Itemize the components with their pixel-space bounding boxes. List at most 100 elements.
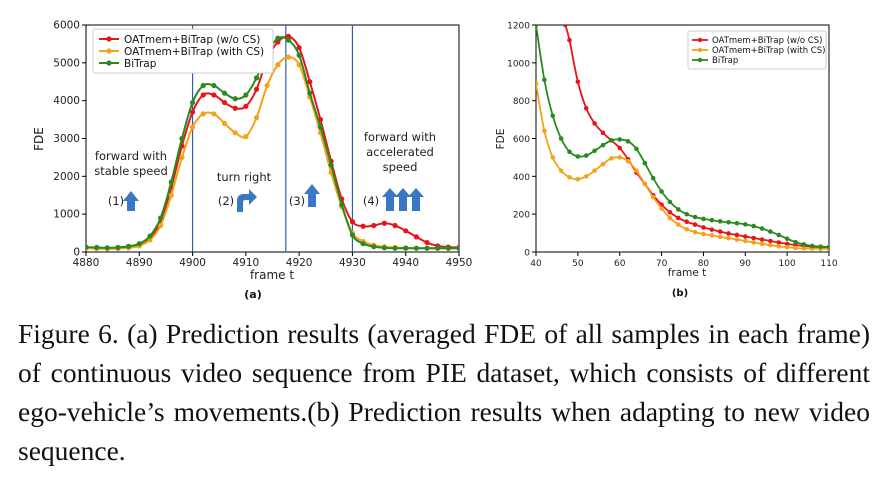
data-point (371, 244, 377, 250)
x-tick-label: 60 (614, 259, 626, 269)
data-point (826, 244, 829, 250)
data-point (726, 220, 731, 225)
data-point (392, 222, 398, 229)
data-point (86, 244, 89, 250)
x-tick-label: 100 (779, 259, 796, 269)
data-point (189, 99, 196, 106)
annotations-a: forward with stable speed (1) turn right … (94, 130, 436, 212)
y-tick-label: 600 (513, 135, 530, 145)
series-2 (536, 25, 829, 250)
data-point (709, 227, 715, 232)
x-tick-label: 4940 (392, 257, 419, 269)
data-point (381, 220, 387, 226)
panel-label-b: (b) (672, 288, 688, 299)
data-point (200, 92, 206, 98)
y-tick-label: 1200 (507, 22, 530, 32)
data-point (232, 130, 238, 136)
x-tick-label: 4890 (126, 257, 153, 269)
data-point (650, 175, 656, 181)
data-point (734, 232, 740, 238)
data-point (296, 62, 302, 68)
data-point (317, 124, 324, 130)
x-tick-label: 4920 (286, 257, 313, 269)
data-point (296, 52, 302, 58)
x-axis-label-a: frame t (250, 268, 294, 282)
data-point (563, 25, 568, 28)
legend-marker-a-1 (106, 48, 112, 54)
data-point (609, 138, 614, 143)
data-point (168, 179, 174, 185)
data-point (275, 35, 281, 41)
data-point (801, 242, 807, 247)
annotation-3-number: (3) (289, 194, 305, 208)
x-tick-label: 4900 (179, 257, 206, 269)
data-point (684, 211, 689, 217)
data-point (759, 241, 765, 247)
annotation-1-text: forward with stable speed (94, 149, 168, 178)
series-group-b (536, 25, 829, 252)
data-point (701, 216, 706, 222)
data-point (592, 148, 597, 154)
data-point (536, 81, 539, 86)
x-ticks-b: 40 50 60 70 80 90 100 110 (530, 252, 838, 269)
data-point (567, 149, 572, 155)
data-point (296, 45, 302, 51)
data-point (456, 245, 459, 251)
annotation-4-number: (4) (363, 194, 379, 208)
x-axis-label-b: frame t (668, 267, 707, 279)
data-point (558, 136, 564, 141)
series-1 (536, 81, 829, 252)
data-point (751, 240, 756, 245)
x-tick-label: 90 (740, 259, 752, 269)
data-point (575, 154, 581, 159)
y-ticks-b: 0 200 400 600 800 1000 1200 (507, 22, 536, 259)
data-point (742, 222, 748, 227)
legend-marker-b-0 (697, 37, 703, 43)
arrow-up-icon (408, 188, 424, 211)
data-point (592, 168, 597, 173)
data-point (684, 219, 689, 225)
legend-label-b-1: OATmem+BiTrap (with CS) (712, 46, 825, 56)
data-point (667, 215, 673, 221)
figure: 4880 4890 4900 4910 4920 4930 4940 4950 0100020… (32, 20, 838, 301)
data-point (147, 233, 153, 239)
y-tick-label: 4000 (53, 95, 80, 107)
series-0 (563, 25, 829, 251)
y-tick-label: 1000 (507, 59, 530, 69)
data-point (275, 39, 281, 45)
data-point (253, 75, 260, 81)
data-point (642, 160, 648, 166)
y-tick-label: 6000 (53, 20, 80, 32)
data-point (684, 227, 689, 232)
x-tick-label: 80 (698, 259, 710, 269)
data-point (784, 244, 790, 250)
data-point (424, 245, 430, 251)
y-axis-label-a: FDE (32, 127, 46, 151)
data-point (403, 245, 409, 251)
y-tick-label: 2000 (53, 171, 80, 183)
y-ticks-a: 0 1000 2000 3000 4000 5000 6000 (53, 20, 86, 259)
data-point (751, 223, 756, 229)
chart-panel-a: 4880 4890 4900 4910 4920 4930 4940 4950 0 1000 20… (32, 20, 472, 301)
data-point (692, 214, 698, 220)
y-tick-label: 200 (513, 211, 530, 221)
x-tick-label: 50 (572, 259, 584, 269)
turn-right-arrow-icon (237, 189, 257, 212)
data-point (126, 243, 132, 249)
data-point (211, 111, 217, 117)
y-tick-label: 3000 (53, 133, 80, 145)
data-point (232, 105, 238, 111)
data-point (583, 153, 589, 158)
data-point (575, 79, 581, 85)
data-point (221, 99, 228, 106)
data-point (726, 235, 731, 241)
data-point (701, 231, 706, 237)
data-point (793, 239, 798, 245)
legend-marker-a-2 (106, 60, 112, 66)
annotation-2-text: turn right (217, 170, 272, 184)
data-point (381, 245, 387, 251)
data-point (776, 232, 782, 238)
data-point (158, 215, 164, 221)
data-point (575, 176, 581, 182)
arrow-up-icon (395, 188, 411, 211)
